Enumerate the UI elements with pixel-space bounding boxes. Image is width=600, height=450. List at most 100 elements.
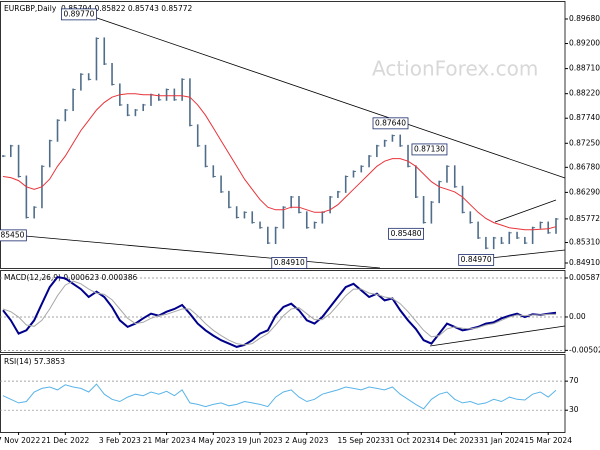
annotation-box [372, 117, 409, 130]
x-tick-label: 31 Jan 2024 [479, 436, 524, 445]
x-tick-label: 21 Dec 2022 [41, 436, 89, 445]
trendline [489, 249, 566, 259]
price-bar [555, 217, 559, 234]
price-bar [64, 109, 68, 122]
price-bar [72, 88, 76, 112]
x-tick-label: 15 Mar 2024 [524, 436, 572, 445]
y-tick-label: 0.00587 [569, 273, 600, 282]
y-tick-label: 0.85310 [569, 238, 600, 247]
x-tick-label: 19 Jun 2023 [237, 436, 282, 445]
price-bar [407, 144, 411, 168]
macd-trendline [429, 325, 566, 347]
price-bar [25, 175, 29, 219]
price-bar [524, 236, 528, 245]
x-tick-label: 2 Aug 2023 [285, 436, 328, 445]
price-bar [516, 231, 520, 239]
price-bar [173, 88, 177, 101]
annotation-label: 0.84970 [461, 255, 492, 264]
x-tick-label: 14 Dec 2023 [431, 436, 479, 445]
price-bar [321, 211, 325, 224]
trendline [96, 17, 566, 179]
price-bar [9, 144, 14, 158]
y-tick-label: 0.86780 [569, 162, 600, 171]
price-bar [391, 134, 395, 142]
price-bar [446, 165, 450, 183]
panel-title: RSI(14) 57.3853 [4, 357, 65, 366]
price-bar [430, 201, 434, 224]
price-bar [298, 195, 302, 214]
annotation-box [271, 257, 308, 269]
price-bar [500, 236, 504, 245]
annotation-label: 0.85480 [391, 229, 422, 238]
annotation-label: 0.84910 [274, 258, 305, 267]
price-bar [508, 231, 512, 245]
x-tick-label: 21 Mar 2023 [143, 436, 191, 445]
price-bar [56, 119, 61, 142]
y-tick-label: 0.88710 [569, 64, 600, 73]
price-bar [33, 206, 37, 219]
price-bar [453, 165, 458, 188]
price-bar [376, 144, 380, 158]
y-tick-label: 0.85772 [569, 214, 600, 223]
price-bar [313, 221, 318, 229]
price-bar [290, 195, 294, 209]
price-bar [305, 211, 310, 229]
price-bar [360, 165, 364, 173]
y-tick-label: 0.88220 [569, 89, 600, 98]
series-line [2, 383, 557, 410]
trendline [494, 199, 557, 223]
y-tick-label: 30 [569, 405, 579, 414]
price-bar [189, 78, 193, 127]
panel-title: MACD(12,26,9) 0.000623 0.000386 [4, 273, 138, 282]
y-tick-label: 0.84910 [569, 258, 600, 267]
price-bar [111, 62, 115, 86]
price-bar [220, 175, 224, 193]
y-tick-label: 70 [569, 376, 579, 385]
price-bar [485, 236, 489, 250]
price-bar [469, 211, 473, 224]
price-bar [235, 206, 240, 219]
price-bar [103, 37, 107, 65]
y-tick-label: 0.89680 [569, 14, 600, 23]
x-tick-label: 15 Sep 2023 [338, 436, 386, 445]
x-tick-label: 3 Feb 2023 [99, 436, 141, 445]
price-bar [267, 226, 271, 245]
y-tick-label: 0.87740 [569, 113, 600, 122]
price-bar [87, 73, 92, 81]
price-bar [134, 109, 138, 117]
price-bar [383, 139, 388, 147]
price-bar [539, 221, 543, 229]
price-bar [243, 211, 247, 219]
y-tick-label: 0.86290 [569, 187, 600, 196]
annotation-box [388, 227, 424, 240]
price-bar [157, 93, 162, 101]
x-tick-label: 7 Nov 2022 [0, 436, 40, 445]
price-bar [80, 73, 84, 91]
price-bar [415, 165, 419, 198]
x-tick-label: 31 Oct 2023 [385, 436, 432, 445]
price-bar [438, 180, 442, 204]
annotation-label: 0.85450 [0, 230, 25, 239]
annotation-box [61, 8, 97, 21]
price-bar [150, 93, 154, 106]
annotation-label: 0.89770 [63, 9, 94, 18]
price-bar [461, 185, 466, 214]
price-bar [126, 103, 131, 117]
series-line [2, 93, 557, 231]
y-tick-label: 0.00 [569, 312, 586, 321]
price-bar [204, 144, 209, 168]
price-bar [344, 175, 349, 193]
price-bar [399, 134, 403, 147]
price-bar [422, 195, 427, 224]
price-bar [368, 155, 372, 168]
price-bar [259, 221, 263, 229]
y-tick-label: 0.87250 [569, 138, 600, 147]
price-bar [251, 211, 255, 224]
price-bar [492, 236, 497, 250]
price-bar [2, 155, 6, 158]
rsi-panel-frame [0, 354, 566, 433]
trendline [24, 235, 381, 269]
price-bar [274, 226, 279, 245]
y-tick-label: -0.005021 [569, 345, 600, 354]
